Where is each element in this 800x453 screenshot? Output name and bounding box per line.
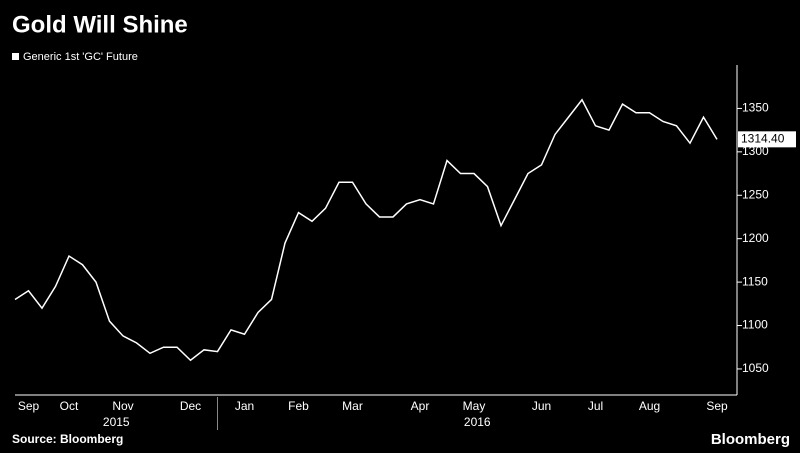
y-tick-label: 1200 [742,231,769,245]
x-tick-label: Sep [18,399,40,413]
y-tick-label: 1350 [742,101,769,115]
chart-title: Gold Will Shine [12,11,188,38]
y-tick-label: 1100 [742,318,768,332]
value-label: 1314.40 [741,132,785,146]
y-tick-label: 1150 [742,274,768,288]
series-line [14,98,718,362]
x-tick-label: Jan [235,399,254,413]
y-tick-label: 1050 [742,361,769,375]
brand: Bloomberg [711,431,790,448]
x-tick-label: Jul [588,399,603,413]
x-tick-label: Jun [532,399,551,413]
x-tick-label: Mar [342,399,363,413]
year-label: 2015 [103,415,130,429]
y-tick-label: 1300 [742,144,769,158]
legend-swatch [12,53,19,60]
x-tick-label: Sep [706,399,728,413]
x-tick-label: Aug [639,399,660,413]
year-label: 2016 [464,415,491,429]
x-tick-label: Apr [411,399,430,413]
x-tick-label: Oct [60,399,79,413]
source: Source: Bloomberg [12,432,123,446]
x-tick-label: Nov [112,399,133,413]
y-tick-label: 1250 [742,187,769,201]
x-tick-label: Dec [180,399,201,413]
x-tick-label: May [463,399,486,413]
x-tick-label: Feb [288,399,309,413]
value-label-box [738,131,796,148]
legend-label: Generic 1st 'GC' Future [23,51,138,63]
